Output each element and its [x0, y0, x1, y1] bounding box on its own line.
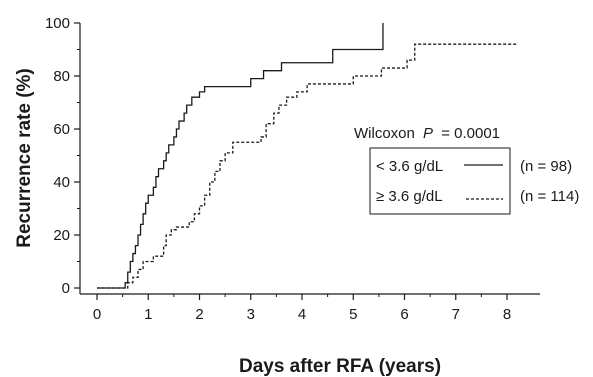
y-axis-title: Recurrence rate (%) — [14, 68, 35, 248]
x-tick-label: 2 — [195, 306, 203, 323]
x-tick-label: 0 — [93, 306, 101, 323]
y-tick-label: 80 — [53, 68, 70, 85]
y-tick-label: 100 — [45, 15, 70, 32]
x-tick-label: 5 — [349, 306, 357, 323]
legend-count-high: (n = 114) — [520, 188, 579, 205]
tick-group: 0 20 40 60 80 100 0 1 2 3 4 5 6 7 8 — [45, 15, 511, 323]
p-symbol: P — [423, 125, 433, 142]
y-tick-label: 20 — [53, 227, 70, 244]
x-tick-label: 8 — [503, 306, 511, 323]
y-tick-label: 0 — [62, 280, 70, 297]
axes — [79, 23, 540, 295]
x-tick-label: 1 — [144, 306, 152, 323]
p-value-annotation: Wilcoxon P = 0.0001 — [354, 125, 500, 142]
y-tick-label: 60 — [53, 121, 70, 138]
series-line-low-albumin — [97, 23, 384, 289]
x-tick-label: 6 — [400, 306, 408, 323]
x-tick-label: 7 — [452, 306, 460, 323]
legend-label-low: < 3.6 g/dL — [376, 158, 443, 175]
test-name: Wilcoxon — [354, 125, 415, 142]
y-tick-label: 40 — [53, 174, 70, 191]
x-tick-label: 4 — [298, 306, 306, 323]
series-line-high-albumin — [97, 43, 518, 289]
p-value: = 0.0001 — [441, 125, 500, 142]
legend-count-low: (n = 98) — [520, 158, 572, 175]
legend: < 3.6 g/dL ≥ 3.6 g/dL (n = 98) (n = 114) — [369, 147, 579, 215]
legend-box — [369, 147, 511, 215]
x-tick-label: 3 — [247, 306, 255, 323]
series-group — [97, 23, 518, 289]
legend-label-high: ≥ 3.6 g/dL — [376, 188, 443, 205]
x-axis-title: Days after RFA (years) — [239, 356, 441, 377]
